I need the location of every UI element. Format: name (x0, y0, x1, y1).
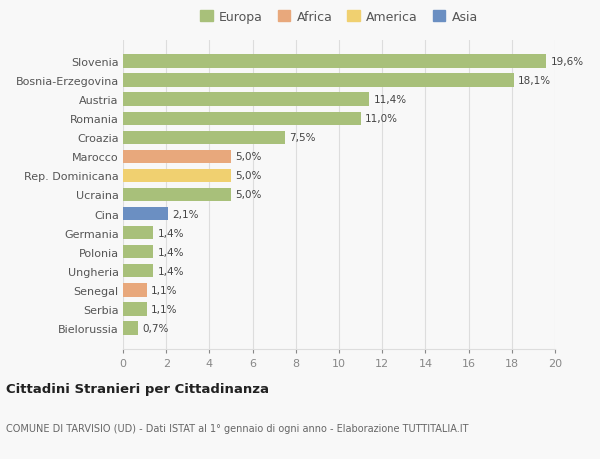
Text: Cittadini Stranieri per Cittadinanza: Cittadini Stranieri per Cittadinanza (6, 382, 269, 396)
Text: 19,6%: 19,6% (551, 57, 584, 67)
Bar (123, 112, 361, 126)
Legend: Europa, Africa, America, Asia: Europa, Africa, America, Asia (195, 6, 483, 29)
Bar (123, 131, 285, 145)
Text: 5,0%: 5,0% (235, 190, 262, 200)
Bar (123, 55, 547, 69)
Text: 1,4%: 1,4% (158, 247, 184, 257)
Text: COMUNE DI TARVISIO (UD) - Dati ISTAT al 1° gennaio di ogni anno - Elaborazione T: COMUNE DI TARVISIO (UD) - Dati ISTAT al … (6, 424, 469, 433)
Text: 1,1%: 1,1% (151, 285, 178, 295)
Text: 0,7%: 0,7% (142, 323, 169, 333)
Text: 5,0%: 5,0% (235, 152, 262, 162)
Bar (123, 207, 169, 221)
Text: 7,5%: 7,5% (289, 133, 316, 143)
Bar (123, 74, 514, 88)
Bar (123, 188, 231, 202)
Bar (123, 302, 147, 316)
Text: 1,4%: 1,4% (158, 228, 184, 238)
Bar (123, 283, 147, 297)
Text: 1,1%: 1,1% (151, 304, 178, 314)
Text: 2,1%: 2,1% (173, 209, 199, 219)
Text: 11,4%: 11,4% (374, 95, 407, 105)
Text: 11,0%: 11,0% (365, 114, 398, 124)
Text: 1,4%: 1,4% (158, 266, 184, 276)
Bar (123, 169, 231, 183)
Bar (123, 226, 153, 240)
Bar (123, 93, 369, 107)
Bar (123, 150, 231, 164)
Text: 5,0%: 5,0% (235, 171, 262, 181)
Bar (123, 264, 153, 278)
Bar (123, 245, 153, 259)
Text: 18,1%: 18,1% (518, 76, 551, 86)
Bar (123, 321, 138, 335)
